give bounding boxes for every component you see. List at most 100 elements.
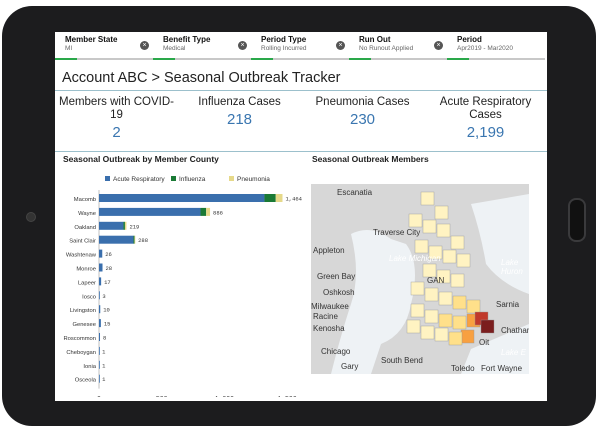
category-label: Wayne	[78, 211, 96, 217]
map-place-label: Appleton	[313, 246, 345, 255]
bar-segment	[99, 235, 134, 244]
county-cell[interactable]	[410, 281, 425, 296]
x-tick-label: 1,000	[215, 396, 235, 397]
bar-segment	[99, 333, 101, 341]
county-cell[interactable]	[434, 327, 449, 342]
county-cell[interactable]	[448, 331, 463, 346]
lake-michigan	[331, 230, 415, 374]
bar-segment	[99, 305, 101, 314]
bar-segment	[99, 291, 100, 300]
dashboard-screen: Member State MI × Benefit Type Medical ×…	[55, 32, 547, 401]
county-cell[interactable]	[452, 315, 467, 330]
filter-label: Run Out	[359, 35, 391, 44]
county-cell[interactable]	[428, 245, 443, 260]
bar-segment	[99, 346, 100, 355]
filter-run-out[interactable]: Run Out No Runout Applied ×	[349, 32, 447, 60]
map-place-label: GAN	[427, 276, 445, 285]
county-cell[interactable]	[438, 291, 453, 306]
county-cell[interactable]	[408, 213, 423, 228]
clear-filter-icon[interactable]: ×	[434, 41, 443, 50]
county-cell[interactable]	[450, 235, 465, 250]
home-button[interactable]	[568, 198, 586, 242]
map-place-label: Milwaukee	[311, 302, 349, 311]
county-cell[interactable]	[424, 309, 439, 324]
county-cell[interactable]	[480, 319, 495, 334]
county-cell[interactable]	[414, 239, 429, 254]
clear-filter-icon[interactable]: ×	[336, 41, 345, 50]
data-label: 219	[129, 223, 139, 230]
clear-filter-icon[interactable]: ×	[140, 41, 149, 50]
county-cell[interactable]	[438, 313, 453, 328]
map-place-label: Gary	[341, 362, 359, 371]
county-cell[interactable]	[422, 263, 437, 278]
county-cell[interactable]	[460, 329, 475, 344]
county-cell[interactable]	[450, 273, 465, 288]
filter-member-state[interactable]: Member State MI ×	[55, 32, 153, 60]
county-cell[interactable]	[436, 269, 451, 284]
kpi-influenza: Influenza Cases 218	[178, 96, 301, 152]
legend-label: Influenza	[179, 176, 206, 183]
filter-bar: Member State MI × Benefit Type Medical ×…	[55, 32, 547, 62]
bar-segment	[99, 277, 102, 286]
county-cell[interactable]	[442, 249, 457, 264]
filter-period[interactable]: Period Apr2019 - Mar2020	[447, 32, 545, 60]
county-cell[interactable]	[406, 319, 421, 334]
bar-segment	[124, 221, 127, 230]
category-label: Roscommon	[63, 336, 96, 342]
x-tick-label: 1,500	[277, 396, 297, 397]
page-title: Account ABC > Seasonal Outbreak Tracker	[62, 70, 341, 86]
filter-period-type[interactable]: Period Type Rolling Incurred ×	[251, 32, 349, 60]
county-cell[interactable]	[456, 253, 471, 268]
kpi-label: Members with COVID-19	[58, 96, 175, 121]
michigan-map[interactable]: Escanatia Traverse City Lake Michigan Apple…	[311, 184, 529, 374]
filter-value: Apr2019 - Mar2020	[457, 45, 514, 52]
map-place-label: Chicago	[321, 347, 351, 356]
divider	[55, 90, 547, 91]
data-label: 17	[104, 279, 111, 286]
bar-segment	[99, 374, 100, 383]
category-label: Macomb	[74, 197, 96, 203]
kpi-value: 2,199	[466, 124, 505, 141]
kpi-covid: Members with COVID-19 2	[55, 96, 178, 152]
county-cell[interactable]	[466, 299, 481, 314]
lake-erie	[461, 324, 529, 374]
clear-filter-icon[interactable]: ×	[238, 41, 247, 50]
data-label: 28	[106, 265, 113, 272]
county-cell[interactable]	[420, 325, 435, 340]
legend-swatch	[171, 176, 176, 181]
filter-benefit-type[interactable]: Benefit Type Medical ×	[153, 32, 251, 60]
county-cell[interactable]	[434, 205, 449, 220]
bar-segment	[99, 249, 103, 258]
map-title: Seasonal Outbreak Members	[312, 154, 429, 164]
category-label: Monroe	[76, 267, 96, 273]
county-cell[interactable]	[452, 295, 467, 310]
category-label: Genesee	[72, 322, 96, 328]
lake-huron	[471, 194, 529, 294]
filter-label: Benefit Type	[163, 35, 211, 44]
filter-label: Period Type	[261, 35, 307, 44]
bar-segment	[275, 194, 283, 202]
chart-title: Seasonal Outbreak by Member County	[63, 154, 219, 164]
x-tick-label: 500	[156, 396, 168, 397]
filter-value: No Runout Applied	[359, 45, 414, 52]
data-label: 1,464	[285, 196, 302, 203]
county-bar-chart: Acute Respiratory Influenza Pneumonia Macom…	[63, 176, 303, 397]
data-label: 3	[102, 293, 105, 300]
data-label: 15	[104, 321, 111, 328]
county-cell[interactable]	[422, 219, 437, 234]
county-cell[interactable]	[410, 303, 425, 318]
map-place-label: Lake Huron	[501, 258, 523, 276]
data-label: 886	[213, 209, 223, 216]
category-label: Washtenaw	[66, 253, 97, 259]
kpi-label: Influenza Cases	[198, 96, 281, 108]
filter-value: Medical	[163, 45, 186, 52]
map-place-label: Chatham	[501, 326, 529, 335]
filter-label: Member State	[65, 35, 118, 44]
county-cell[interactable]	[436, 223, 451, 238]
category-label: Ionia	[83, 364, 96, 370]
county-cell[interactable]	[424, 287, 439, 302]
kpi-label: Pneumonia Cases	[315, 96, 410, 108]
county-cell[interactable]	[420, 191, 435, 206]
category-label: Osceola	[75, 378, 97, 384]
kpi-acute-respiratory: Acute Respiratory Cases 2,199	[424, 96, 547, 152]
